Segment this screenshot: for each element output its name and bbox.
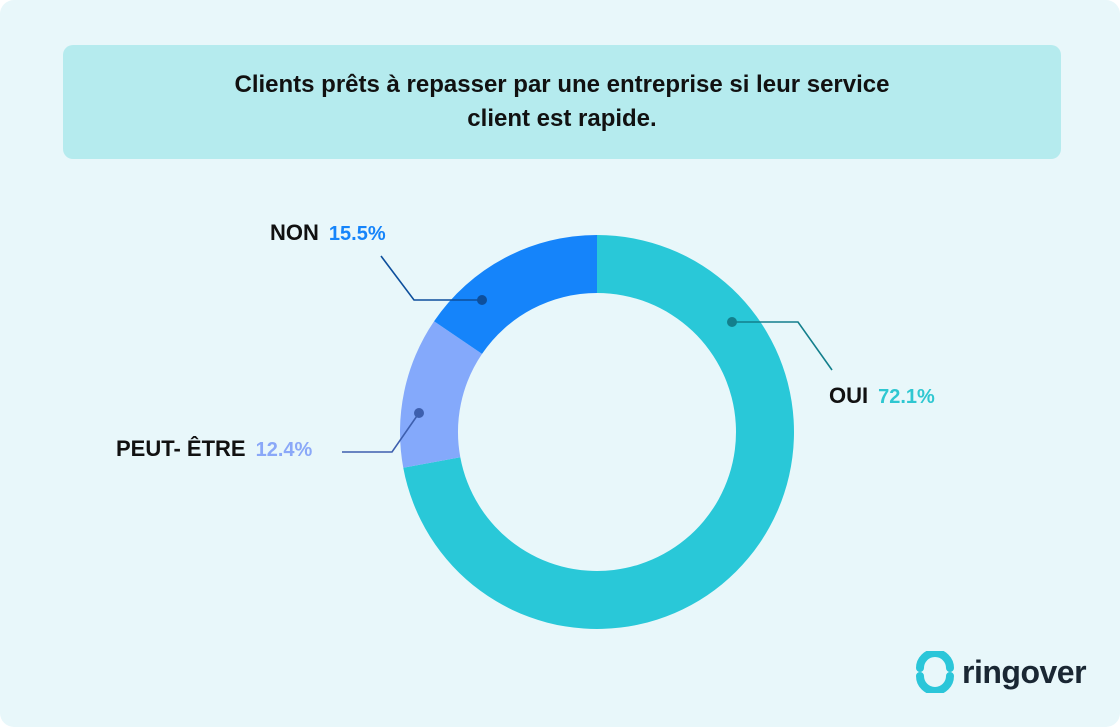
donut-slice-oui bbox=[403, 235, 795, 630]
slice-name-oui: OUI bbox=[829, 383, 868, 408]
title-banner: Clients prêts à repasser par une entrepr… bbox=[63, 45, 1061, 159]
leader-line-oui bbox=[732, 321, 833, 371]
ringover-logo-icon bbox=[916, 651, 954, 693]
leader-dot-oui bbox=[727, 317, 737, 327]
slice-label-oui: OUI 72.1% bbox=[829, 383, 935, 408]
brand-logo: ringover bbox=[914, 650, 1087, 694]
chart-title: Clients prêts à repasser par une entrepr… bbox=[234, 71, 890, 132]
leader-dot-peut-tre bbox=[414, 408, 424, 418]
slice-value-non: 15.5% bbox=[329, 223, 386, 245]
leader-dot-non bbox=[477, 295, 487, 305]
slice-label-peut-tre: PEUT- ÊTRE 12.4% bbox=[116, 436, 313, 461]
donut-slice-peut-tre bbox=[400, 321, 483, 468]
donut-slice-non bbox=[434, 235, 597, 354]
slice-label-non: NON 15.5% bbox=[270, 220, 386, 245]
slice-name-non: NON bbox=[270, 220, 319, 245]
leader-line-non bbox=[380, 255, 482, 301]
slice-name-peut-tre: PEUT- ÊTRE bbox=[116, 436, 246, 461]
slice-value-peut-tre: 12.4% bbox=[256, 439, 313, 461]
brand-name: ringover bbox=[962, 653, 1087, 690]
slice-value-oui: 72.1% bbox=[878, 386, 935, 408]
leader-line-peut-tre bbox=[342, 412, 420, 453]
